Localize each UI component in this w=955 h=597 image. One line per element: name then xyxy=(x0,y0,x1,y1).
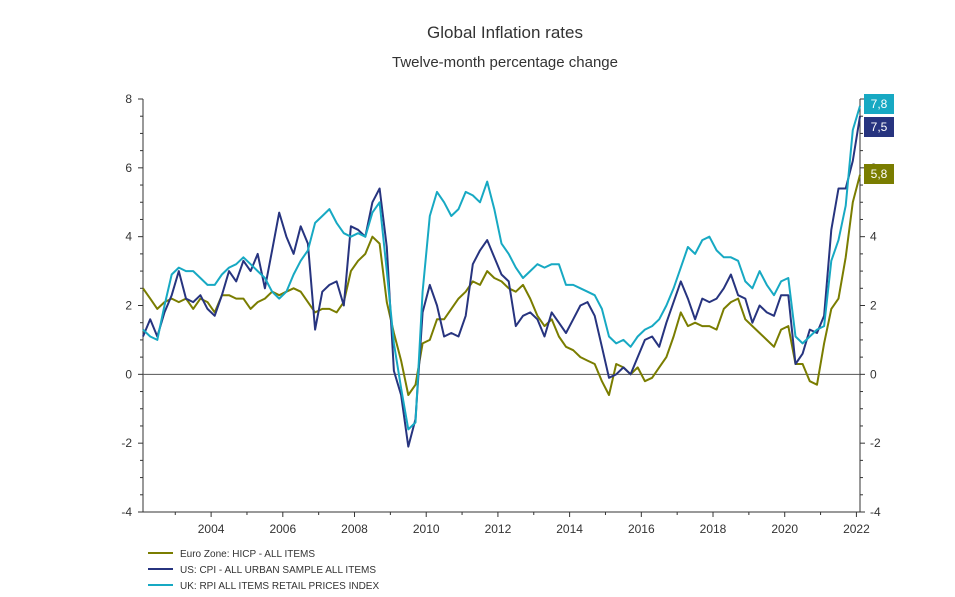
series-line-uk xyxy=(142,105,861,431)
end-label-value: 7,8 xyxy=(871,97,888,111)
chart-subtitle: Twelve-month percentage change xyxy=(392,54,618,71)
legend-label-us: US: CPI - ALL URBAN SAMPLE ALL ITEMS xyxy=(180,565,376,576)
end-labels: 5,8 7,5 7,8 xyxy=(864,94,894,184)
x-tick-label: 2012 xyxy=(485,522,512,536)
series-layer xyxy=(142,105,861,448)
y-tick-label-right: 4 xyxy=(870,230,877,244)
y-tick-label-right: 2 xyxy=(870,299,877,313)
end-label-box xyxy=(864,164,894,184)
x-tick-label: 2016 xyxy=(628,522,655,536)
legend-label-euro-zone: Euro Zone: HICP - ALL ITEMS xyxy=(180,549,315,560)
x-tick-label: 2022 xyxy=(843,522,870,536)
y-tick-label-left: 2 xyxy=(125,299,132,313)
y-tick-label-right: -2 xyxy=(870,436,881,450)
series-line-euro-zone xyxy=(142,174,861,396)
x-tick-label: 2020 xyxy=(771,522,798,536)
y-tick-label-left: 0 xyxy=(125,367,132,381)
end-label-box xyxy=(864,94,894,114)
x-tick-label: 2014 xyxy=(556,522,583,536)
y-tick-label-left: -4 xyxy=(121,505,132,519)
chart-title: Global Inflation rates xyxy=(427,23,583,42)
legend-item-euro-zone: Euro Zone: HICP - ALL ITEMS xyxy=(148,549,315,560)
legend-label-uk: UK: RPI ALL ITEMS RETAIL PRICES INDEX xyxy=(180,581,379,592)
x-tick-label: 2006 xyxy=(269,522,296,536)
end-label-value: 7,5 xyxy=(871,120,888,134)
y-tick-label-right: 0 xyxy=(870,367,877,381)
end-label-box xyxy=(864,117,894,137)
axes: -4-202468-4-2024682004200620082010201220… xyxy=(121,92,881,536)
x-tick-label: 2018 xyxy=(700,522,727,536)
y-tick-label-left: 6 xyxy=(125,161,132,175)
legend: Euro Zone: HICP - ALL ITEMS US: CPI - AL… xyxy=(148,549,379,592)
y-tick-label-left: 8 xyxy=(125,92,132,106)
legend-item-uk: UK: RPI ALL ITEMS RETAIL PRICES INDEX xyxy=(148,581,379,592)
end-label-value: 5,8 xyxy=(871,167,888,181)
x-tick-label: 2008 xyxy=(341,522,368,536)
legend-item-us: US: CPI - ALL URBAN SAMPLE ALL ITEMS xyxy=(148,565,376,576)
x-tick-label: 2004 xyxy=(198,522,225,536)
y-tick-label-right: -4 xyxy=(870,505,881,519)
y-tick-label-left: 4 xyxy=(125,230,132,244)
y-tick-label-left: -2 xyxy=(121,436,132,450)
x-tick-label: 2010 xyxy=(413,522,440,536)
